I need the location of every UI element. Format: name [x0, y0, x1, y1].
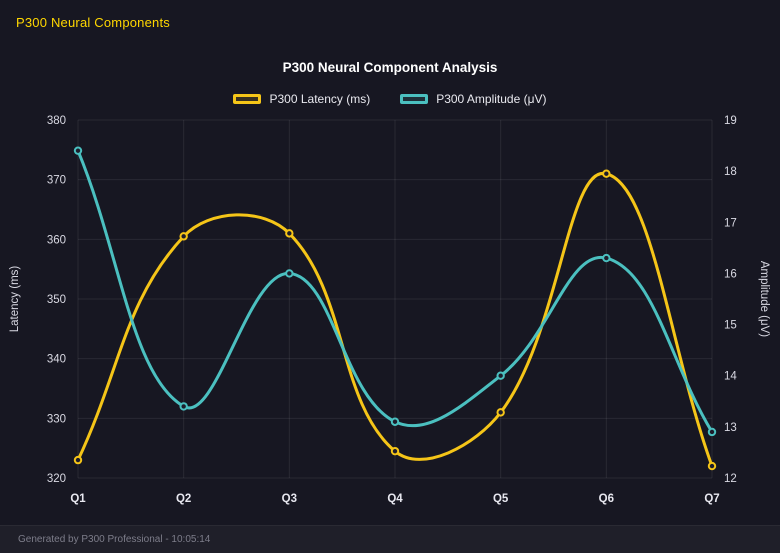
y-right-tick-label: 13	[724, 422, 737, 434]
data-point[interactable]	[390, 446, 400, 456]
series-layer	[73, 146, 717, 471]
y-left-tick-label: 350	[47, 294, 66, 306]
legend-label: P300 Amplitude (μV)	[436, 92, 547, 106]
y-right-tick-label: 12	[724, 473, 737, 485]
y-right-axis-title: Amplitude (μV)	[758, 261, 770, 337]
y-left-tick-label: 370	[47, 175, 66, 187]
x-tick-label: Q2	[176, 493, 191, 505]
y-left-tick-label: 360	[47, 234, 66, 246]
x-tick-label: Q5	[493, 493, 509, 505]
x-tick-label: Q6	[599, 493, 614, 505]
y-left-tick-label: 380	[47, 115, 66, 127]
data-point[interactable]	[179, 232, 188, 241]
data-point[interactable]	[390, 417, 400, 426]
data-point[interactable]	[602, 253, 611, 263]
data-point[interactable]	[496, 408, 505, 417]
chart-title: P300 Neural Component Analysis	[282, 60, 498, 75]
y-right-tick-label: 18	[724, 166, 737, 178]
x-tick-label: Q3	[282, 493, 297, 505]
grid-layer	[77, 119, 713, 479]
y-left-tick-label: 330	[47, 413, 66, 425]
y-left-tick-label: 340	[47, 354, 66, 366]
legend-item[interactable]: P300 Amplitude (μV)	[400, 92, 547, 106]
x-tick-label: Q7	[704, 493, 719, 505]
data-point[interactable]	[285, 269, 294, 278]
chart-legend: P300 Latency (ms) P300 Amplitude (μV)	[0, 92, 780, 106]
y-right-tick-label: 14	[724, 371, 737, 383]
y-left-axis-title: Latency (ms)	[9, 266, 21, 333]
y-right-tick-label: 15	[724, 320, 737, 332]
data-point[interactable]	[73, 146, 83, 155]
data-point[interactable]	[179, 402, 188, 411]
footer-text: Generated by P300 Professional - 10:05:1…	[18, 534, 211, 545]
data-point[interactable]	[73, 455, 83, 465]
x-tick-label: Q4	[387, 493, 403, 505]
footer-bar: Generated by P300 Professional - 10:05:1…	[0, 525, 780, 553]
data-point[interactable]	[496, 371, 505, 380]
legend-label: P300 Latency (ms)	[269, 92, 371, 106]
x-tick-label: Q1	[70, 493, 86, 505]
tick-labels-layer: 320 330 340 350 360 370 380 12 13 14 15 16 17 18 19 Q1 Q…	[47, 115, 738, 505]
y-right-tick-label: 19	[724, 115, 737, 127]
app-header: P300 Neural Components	[0, 0, 780, 44]
y-right-tick-label: 16	[724, 268, 737, 280]
chart-panel: P300 Neural Component Analysis P300 Late…	[0, 46, 780, 510]
line-chart: 320 330 340 350 360 370 380 12 13 14 15 16 17 18 19 Q1 Q…	[9, 115, 770, 505]
legend-swatch	[233, 94, 262, 104]
page-title: P300 Neural Components	[16, 14, 170, 30]
legend-item[interactable]: P300 Latency (ms)	[233, 92, 370, 106]
data-point[interactable]	[602, 169, 611, 178]
data-point[interactable]	[707, 427, 717, 437]
y-left-tick-label: 320	[47, 473, 66, 485]
data-point[interactable]	[707, 461, 717, 471]
data-point[interactable]	[285, 229, 294, 238]
y-right-tick-label: 17	[724, 217, 737, 229]
legend-swatch	[400, 94, 429, 104]
